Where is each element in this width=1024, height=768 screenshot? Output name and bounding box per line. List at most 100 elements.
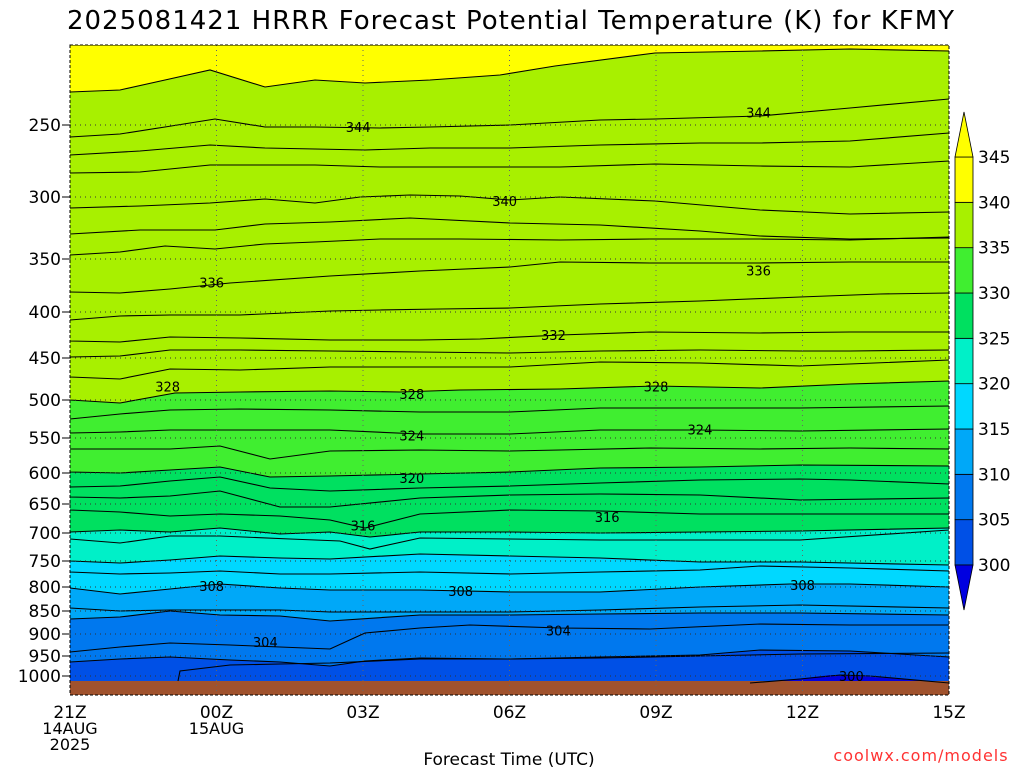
colorbar-swatch-1 (954, 473, 974, 521)
colorbar-swatch-4 (954, 337, 974, 385)
plot-frame (69, 44, 950, 696)
contour-label: 328 (399, 388, 424, 403)
colorbar-label: 300 (978, 556, 1010, 576)
contour-line-15 (70, 428, 949, 435)
colorbar-label: 345 (978, 148, 1010, 168)
ground-rect (70, 681, 949, 695)
colorbar-label: 305 (978, 511, 1010, 531)
fill-band-0 (70, 45, 949, 92)
y-axis-pressure: 250 300 350 400 450 500 550 600 650 700 750 800 850 9… (18, 116, 70, 687)
colorbar-swatch-5 (954, 292, 974, 339)
colorbar-swatch-8 (954, 156, 974, 203)
contour-line-28 (70, 623, 949, 653)
contour-line-9 (70, 292, 949, 321)
contour-label: 300 (839, 670, 864, 685)
contour-line-1 (70, 48, 949, 93)
contour-line-18 (70, 476, 949, 492)
y-tick-label: 500 (29, 391, 61, 411)
colorbar-label: 330 (978, 284, 1010, 304)
y-tick-label: 550 (29, 429, 61, 449)
contour-label: 328 (644, 380, 669, 395)
colorbar-under-arrow (954, 564, 974, 611)
contour-line-21 (70, 527, 949, 538)
contour-line-4 (70, 160, 949, 174)
contour-line-19 (70, 490, 949, 508)
colorbar-swatch-3 (954, 383, 974, 430)
ground-surface (70, 681, 949, 695)
y-tick-label: 650 (29, 495, 61, 515)
y-tick-label: 700 (29, 524, 61, 544)
contour-label: 316 (351, 520, 376, 535)
contour-labels: 344 344 340 336 336 332 328 328 328 324 324 320 316 3… (155, 106, 863, 684)
contour-label: 336 (746, 265, 771, 280)
fill-band-7 (70, 584, 949, 621)
x-tick-label: 09Z (639, 703, 672, 723)
x-tick-label: 14AUG (42, 719, 97, 738)
grid-lines (70, 45, 949, 695)
contour-label: 344 (346, 121, 371, 136)
y-tick-label: 350 (29, 250, 61, 270)
fill-band-2 (70, 99, 949, 403)
y-tick-label: 1000 (18, 667, 61, 687)
x-tick-label: 15AUG (189, 719, 244, 738)
contour-label: 324 (688, 423, 713, 438)
contour-line-16 (70, 445, 949, 460)
contour-label: 324 (399, 429, 424, 444)
y-tick-label: 800 (29, 578, 61, 598)
x-tick-label: 03Z (346, 703, 379, 723)
contour-label: 332 (541, 329, 566, 344)
colorbar-label: 340 (978, 193, 1010, 213)
contour-line-11 (70, 349, 949, 358)
x-tick-label: 00Z (200, 703, 233, 723)
y-tick-label: 400 (29, 303, 61, 323)
colorbar-over-arrow (954, 111, 974, 158)
chart-title: 2025081421 HRRR Forecast Potential Tempe… (67, 6, 955, 36)
contour-line-25 (70, 583, 949, 595)
contour-line-5 (70, 194, 949, 215)
credit-link[interactable]: coolwx.com/models (833, 746, 1008, 765)
contour-label: 336 (199, 276, 224, 291)
contour-line-6 (70, 217, 949, 240)
y-tick-label: 300 (29, 188, 61, 208)
y-tick-label: 850 (29, 602, 61, 622)
x-tick-5: 12Z (786, 703, 819, 723)
contour-label: 308 (199, 580, 224, 595)
contour-label: 320 (399, 472, 424, 487)
contour-line-20 (70, 509, 949, 529)
contour-label: 340 (492, 195, 517, 210)
fill-band-5 (70, 528, 949, 565)
colorbar-swatch-0 (954, 519, 974, 566)
y-tick-label: 750 (29, 552, 61, 572)
contour-line-10 (70, 331, 949, 343)
contour-line-13 (70, 380, 949, 404)
x-tick-6: 15Z (932, 703, 965, 723)
colorbar-swatch-2 (954, 428, 974, 475)
contour-line-12 (70, 359, 949, 380)
contour-line-3 (70, 132, 949, 156)
y-tick-label: 250 (29, 116, 61, 136)
y-tick-label: 950 (29, 647, 61, 667)
colorbar-swatch-6 (954, 247, 974, 294)
fill-band-1 (70, 49, 949, 137)
y-tick-label: 600 (29, 464, 61, 484)
colorbar-label: 315 (978, 420, 1010, 440)
colorbar-label: 335 (978, 239, 1010, 259)
x-tick-4: 09Z (639, 703, 672, 723)
contour-line-8 (70, 261, 949, 294)
x-axis-label: Forecast Time (UTC) (423, 750, 594, 768)
colorbar-label: 310 (978, 465, 1010, 485)
contour-line-27 (70, 610, 949, 622)
contour-line-24 (70, 565, 949, 575)
fill-band-3 (70, 381, 949, 477)
colorbar: 300 305 310 315 320 325 330 335 340 345 (954, 111, 1010, 611)
x-tick-label: 12Z (786, 703, 819, 723)
contour-line-2 (70, 98, 949, 138)
y-tick-label: 900 (29, 625, 61, 645)
contour-label: 308 (790, 579, 815, 594)
x-tick-label: 2025 (50, 735, 91, 754)
x-tick-3: 06Z (493, 703, 526, 723)
contour-label: 328 (155, 380, 180, 395)
